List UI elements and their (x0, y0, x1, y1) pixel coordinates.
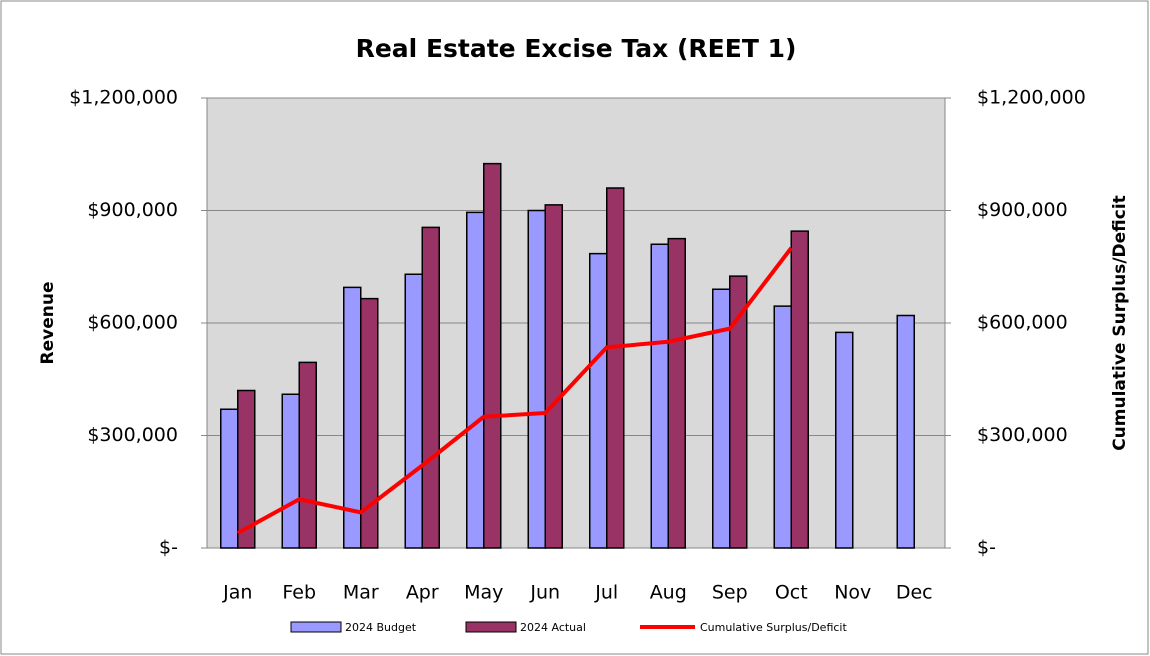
bar (237, 389, 256, 549)
y-tick-label: $- (159, 537, 178, 559)
y-tick-label: $1,200,000 (69, 87, 178, 109)
bar (589, 252, 608, 549)
x-tick-label: Dec (896, 582, 933, 604)
y2-tick-label: $600,000 (977, 312, 1068, 334)
x-tick-label: Aug (650, 582, 687, 604)
x-tick-label: Nov (834, 582, 871, 604)
chart-title: Real Estate Excise Tax (REET 1) (356, 34, 797, 63)
bar (667, 237, 686, 549)
legend-swatch (290, 621, 342, 633)
bar (729, 275, 748, 549)
bar (281, 393, 300, 549)
x-tick-label: Apr (406, 582, 439, 604)
bar (650, 243, 669, 549)
x-tick-label: Feb (282, 582, 316, 604)
bar (466, 211, 485, 549)
bar (298, 361, 317, 549)
y2-tick-label: $- (977, 537, 996, 559)
y2-axis-title: Cumulative Surplus/Deficit (1110, 195, 1130, 451)
y-axis-title: Revenue (38, 282, 58, 365)
bar (360, 297, 379, 549)
bar (220, 408, 239, 549)
legend-label: 2024 Budget (345, 621, 417, 634)
x-tick-label: Jan (222, 582, 252, 604)
legend-label: Cumulative Surplus/Deficit (700, 621, 847, 634)
y-tick-label: $900,000 (87, 199, 178, 221)
y2-tick-label: $300,000 (977, 424, 1068, 446)
bar (404, 273, 423, 549)
bar (421, 226, 440, 549)
x-tick-label: Sep (712, 582, 748, 604)
x-tick-label: May (464, 582, 503, 604)
x-tick-label: Jun (529, 582, 560, 604)
y-tick-label: $600,000 (87, 312, 178, 334)
x-tick-label: Jul (594, 582, 618, 604)
bar (527, 209, 546, 549)
bar (790, 230, 809, 549)
bar (606, 187, 625, 549)
y2-tick-label: $1,200,000 (977, 87, 1086, 109)
bar (835, 331, 854, 549)
y2-tick-label: $900,000 (977, 199, 1068, 221)
y-tick-label: $300,000 (87, 424, 178, 446)
x-tick-label: Oct (775, 582, 808, 604)
legend-swatch (465, 621, 517, 633)
legend-label: 2024 Actual (520, 621, 586, 634)
bar (773, 305, 792, 549)
x-tick-label: Mar (343, 582, 379, 604)
line (236, 246, 793, 535)
bar (483, 162, 502, 549)
bar (544, 204, 563, 549)
bar (896, 314, 915, 549)
